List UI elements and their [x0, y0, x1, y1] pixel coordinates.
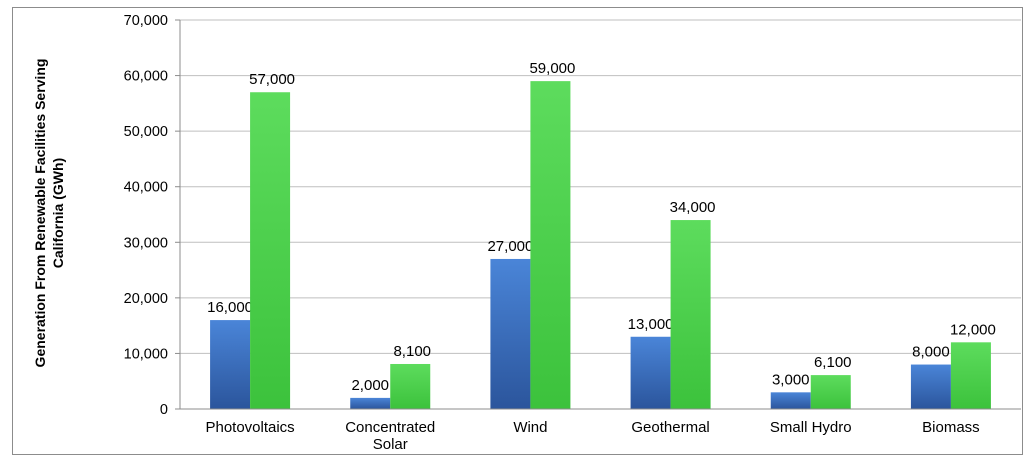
data-label: 13,000 [628, 316, 674, 333]
bar [810, 375, 851, 409]
x-tick-label: Concentrated [345, 419, 435, 436]
data-label: 12,000 [950, 321, 996, 338]
bar [350, 397, 391, 409]
y-tick-label: 10,000 [124, 346, 168, 362]
bar [910, 364, 951, 409]
data-label: 34,000 [670, 199, 716, 216]
data-label: 2,000 [351, 377, 389, 394]
y-tick-label: 0 [160, 402, 168, 418]
y-tick-label: 40,000 [124, 180, 168, 196]
bar [490, 258, 531, 409]
x-tick-label: Biomass [922, 419, 980, 436]
bar [530, 81, 571, 409]
data-label: 8,100 [393, 343, 431, 360]
bar [630, 336, 671, 409]
x-tick-label: Photovoltaics [205, 419, 294, 436]
data-label: 16,000 [207, 299, 253, 316]
bar [670, 220, 711, 409]
data-label: 3,000 [772, 371, 810, 388]
y-axis-title-line: Generation From Renewable Facilities Ser… [32, 59, 48, 368]
chart-frame: 0 10,000 20,000 30,000 40,000 50,000 60,000 70,… [12, 7, 1023, 455]
data-label: 8,000 [912, 344, 950, 361]
x-tick-label: Wind [513, 419, 547, 436]
bar [390, 363, 431, 409]
data-label: 57,000 [249, 71, 295, 88]
y-tick-label: 70,000 [124, 13, 168, 29]
y-tick-label: 20,000 [124, 291, 168, 307]
y-axis-title-line: California (GWh) [50, 158, 66, 268]
bar [250, 92, 291, 409]
bar [210, 320, 251, 409]
y-tick-label: 30,000 [124, 235, 168, 251]
data-label: 6,100 [814, 354, 852, 371]
y-tick-label: 50,000 [124, 124, 168, 140]
data-label: 27,000 [487, 238, 533, 255]
y-axis-title: Generation From Renewable Facilities Ser… [32, 59, 66, 368]
x-tick-label: Geothermal [631, 419, 709, 436]
bar [770, 392, 811, 409]
y-tick-label: 60,000 [124, 69, 168, 85]
bar [950, 342, 991, 409]
bar-chart: 0 10,000 20,000 30,000 40,000 50,000 60,000 70,… [32, 13, 1021, 453]
x-tick-label: Small Hydro [770, 419, 852, 436]
data-label: 59,000 [529, 60, 575, 77]
x-tick-label: Solar [373, 436, 408, 453]
